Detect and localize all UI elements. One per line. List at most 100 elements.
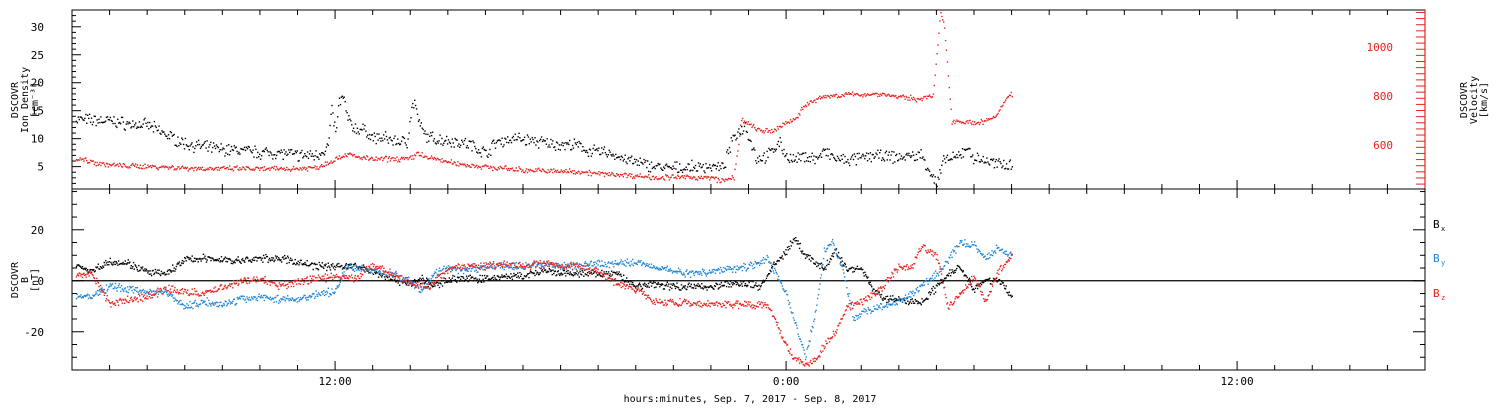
series-bx-point (160, 270, 163, 273)
velocity-series-point (528, 170, 530, 172)
velocity-series-point (102, 162, 104, 164)
velocity-series-point (743, 120, 746, 122)
series-by-point (183, 308, 185, 310)
ion-density-series-point (221, 149, 223, 151)
velocity-series-point (536, 170, 538, 172)
series-bx-point (862, 272, 865, 274)
velocity-series-point (810, 100, 812, 102)
ion-density-series-point (218, 150, 220, 153)
series-bx-point (207, 256, 209, 258)
series-by-point (904, 297, 906, 299)
ion-density-series-point (156, 130, 158, 132)
series-by-point (847, 293, 849, 295)
velocity-series-point (517, 170, 519, 172)
velocity-series-point (850, 93, 853, 95)
series-bx-point (110, 261, 112, 264)
velocity-series-point (403, 158, 406, 161)
velocity-series-point (200, 168, 203, 170)
series-bx-point (748, 281, 750, 284)
ion-density-series-point (335, 130, 337, 133)
series-bz-point (342, 274, 344, 276)
series-bx-point (998, 279, 1001, 281)
series-bx-point (780, 256, 783, 259)
series-by-point (315, 290, 317, 292)
velocity-series-point (459, 162, 461, 165)
series-by-point (474, 267, 477, 269)
velocity-series-point (455, 164, 457, 166)
series-bx-point (161, 272, 163, 275)
series-bx-point (547, 271, 550, 273)
series-by-point (671, 269, 673, 272)
velocity-series-point (472, 164, 474, 166)
ion-density-series-point (682, 169, 685, 171)
series-by-point (776, 273, 778, 275)
series-by-point (583, 262, 586, 265)
series-by-point (753, 263, 755, 265)
velocity-series-point (172, 166, 174, 168)
ion-density-series-point (172, 134, 174, 136)
series-bx-point (114, 263, 117, 266)
series-bx-point (798, 243, 800, 245)
series-by-point (670, 270, 672, 272)
velocity-series-point (776, 125, 779, 128)
velocity-series-point (84, 157, 86, 160)
series-by-point (813, 318, 816, 320)
series-bx-point (196, 258, 198, 261)
series-by-point (607, 262, 609, 264)
series-by-point (834, 248, 836, 251)
velocity-series-point (571, 170, 574, 172)
series-bz-point (194, 290, 196, 293)
series-by-point (200, 299, 202, 302)
ion-density-series-point (620, 155, 623, 157)
series-bx-point (120, 262, 122, 265)
ion-density-series-point (133, 126, 135, 128)
series-by-point (980, 253, 983, 255)
velocity-series-point (429, 157, 431, 160)
series-bx-point (771, 266, 774, 268)
ion-density-series-point (837, 157, 840, 159)
velocity-series-point (212, 169, 215, 171)
ion-density-series-point (404, 142, 406, 144)
series-bz-point (343, 275, 345, 278)
ion-density-series-point (817, 158, 819, 160)
ion-density-series-point (166, 135, 168, 137)
velocity-series-point (135, 163, 137, 165)
velocity-series-point (370, 156, 373, 159)
series-by-point (514, 266, 517, 268)
ion-density-series-point (981, 160, 983, 162)
velocity-series-point (911, 97, 913, 99)
series-by-point (753, 267, 756, 269)
series-by-point (432, 276, 434, 278)
velocity-series-point (726, 178, 728, 181)
series-by-point (444, 268, 447, 270)
series-by-point (917, 291, 919, 293)
velocity-series-point (127, 167, 129, 169)
series-bx-point (989, 277, 991, 279)
series-bz-point (232, 279, 235, 282)
series-by-point (361, 264, 363, 266)
velocity-series-point (499, 165, 501, 168)
velocity-series-point (728, 178, 731, 180)
series-by-point (791, 312, 793, 314)
ion-density-series-point (517, 136, 519, 138)
series-bx-point (454, 279, 456, 281)
left-axis-title-line: Ion Density (20, 67, 31, 133)
series-bx-point (670, 283, 672, 285)
velocity-series-point (629, 173, 631, 175)
velocity-series-point (137, 167, 140, 169)
series-bx-point (322, 266, 324, 268)
series-by-point (622, 260, 624, 263)
velocity-series-point (628, 174, 630, 176)
series-by-point (402, 279, 404, 282)
velocity-series-point (402, 156, 405, 159)
series-by-point (819, 277, 822, 279)
series-bx-point (732, 282, 735, 284)
velocity-series-point (371, 157, 374, 159)
series-by-point (247, 299, 250, 301)
ion-density-series-point (827, 155, 829, 157)
y-tick-label: 600 (1373, 139, 1393, 152)
ion-density-series-point (492, 140, 494, 142)
series-bx-point (897, 299, 899, 302)
series-bx-point (431, 284, 433, 287)
velocity-series-point (467, 165, 469, 167)
